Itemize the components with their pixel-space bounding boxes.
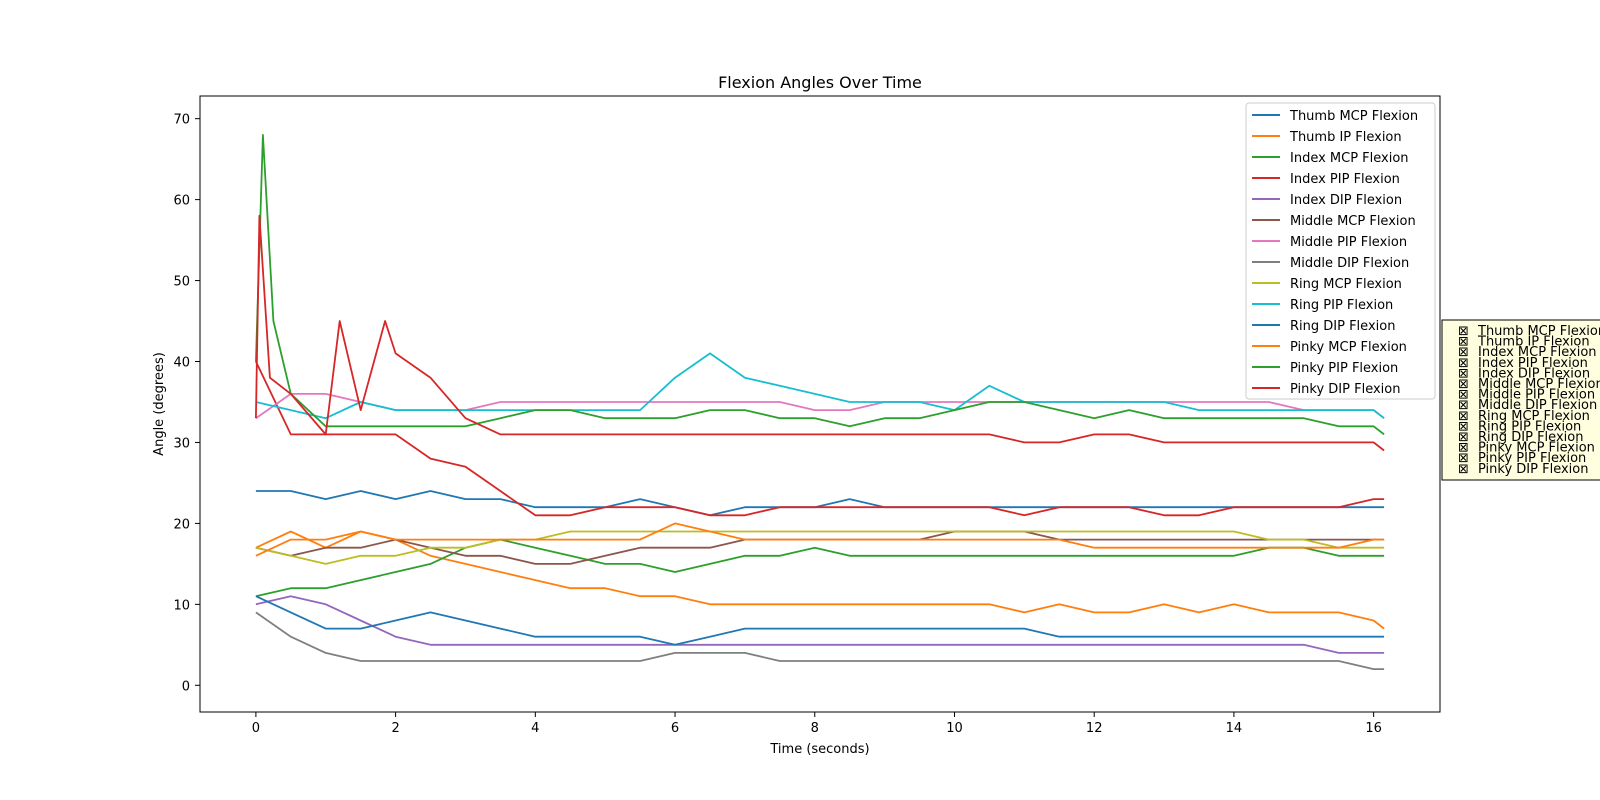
series-line-middle-dip-flexion (255, 611, 1385, 670)
side-item-pinky-dip-flexion: Pinky DIP Flexion (1478, 462, 1588, 477)
y-tick-label: 60 (173, 194, 190, 209)
y-tick-label: 0 (182, 679, 190, 694)
x-tick-label: 12 (1086, 721, 1103, 736)
side-item-index-mcp-flexion: Index MCP Flexion (1478, 345, 1597, 360)
plot-frame (199, 95, 1441, 713)
legend-label-pinky-dip-flexion: Pinky DIP Flexion (1290, 382, 1400, 397)
series-line-index-mcp-flexion (255, 538, 1385, 598)
legend-label-ring-dip-flexion: Ring DIP Flexion (1290, 319, 1395, 334)
series-line-ring-pip-flexion (255, 352, 1385, 420)
side-marker-icon: ⊠ (1458, 451, 1469, 466)
series-line-thumb-mcp-flexion (255, 490, 1385, 517)
side-marker-icon: ⊠ (1458, 356, 1469, 371)
y-tick-label: 40 (173, 356, 190, 371)
legend-label-ring-mcp-flexion: Ring MCP Flexion (1290, 277, 1402, 292)
series-line-ring-dip-flexion (255, 595, 1385, 646)
legend-label-pinky-pip-flexion: Pinky PIP Flexion (1290, 361, 1398, 376)
side-marker-icon: ⊠ (1458, 377, 1469, 392)
side-marker-icon: ⊠ (1458, 441, 1469, 456)
side-item-pinky-pip-flexion: Pinky PIP Flexion (1478, 451, 1586, 466)
side-item-thumb-ip-flexion: Thumb IP Flexion (1477, 335, 1590, 350)
series-line-thumb-ip-flexion (255, 530, 1385, 630)
side-item-ring-dip-flexion: Ring DIP Flexion (1478, 430, 1583, 445)
legend-label-pinky-mcp-flexion: Pinky MCP Flexion (1290, 340, 1407, 355)
x-tick-label: 0 (252, 721, 260, 736)
x-tick-label: 8 (811, 721, 819, 736)
y-axis: 0 10 20 30 40 50 60 70 (173, 113, 200, 694)
y-tick-label: 20 (173, 517, 190, 532)
x-axis-title: Time (seconds) (769, 742, 869, 757)
x-tick-label: 10 (946, 721, 963, 736)
legend-label-middle-pip-flexion: Middle PIP Flexion (1290, 235, 1407, 250)
series-line-pinky-dip-flexion (255, 214, 1385, 452)
legend-box (1245, 102, 1436, 400)
series-line-index-pip-flexion (255, 361, 1385, 517)
y-tick-label: 70 (173, 113, 190, 128)
legend: Thumb MCP Flexion Thumb IP Flexion Index M… (1245, 102, 1436, 400)
x-tick-label: 4 (531, 721, 539, 736)
side-panel-background (1441, 319, 1600, 481)
side-marker-icon: ⊠ (1458, 366, 1469, 381)
side-item-ring-mcp-flexion: Ring MCP Flexion (1478, 409, 1590, 424)
side-marker-icon: ⊠ (1458, 345, 1469, 360)
x-tick-label: 6 (671, 721, 679, 736)
side-item-index-dip-flexion: Index DIP Flexion (1478, 366, 1590, 381)
y-axis-title: Angle (degrees) (152, 352, 167, 456)
legend-label-index-mcp-flexion: Index MCP Flexion (1290, 151, 1409, 166)
side-item-index-pip-flexion: Index PIP Flexion (1478, 356, 1588, 371)
side-marker-icon: ⊠ (1458, 388, 1469, 403)
x-tick-label: 16 (1365, 721, 1382, 736)
legend-label-index-dip-flexion: Index DIP Flexion (1290, 193, 1402, 208)
x-axis: 0 2 4 6 8 10 12 14 16 (252, 712, 1382, 736)
series-line-pinky-mcp-flexion (255, 522, 1385, 557)
side-item-middle-dip-flexion: Middle DIP Flexion (1478, 398, 1597, 413)
side-marker-icon: ⊠ (1458, 324, 1469, 339)
y-tick-label: 10 (173, 598, 190, 613)
legend-label-ring-pip-flexion: Ring PIP Flexion (1290, 298, 1393, 313)
side-item-pinky-mcp-flexion: Pinky MCP Flexion (1478, 441, 1595, 456)
x-tick-label: 14 (1226, 721, 1243, 736)
side-item-thumb-mcp-flexion: Thumb MCP Flexion (1477, 324, 1600, 339)
legend-label-thumb-mcp-flexion: Thumb MCP Flexion (1289, 109, 1418, 124)
side-marker-icon: ⊠ (1458, 419, 1469, 434)
legend-label-index-pip-flexion: Index PIP Flexion (1290, 172, 1400, 187)
side-marker-icon: ⊠ (1458, 430, 1469, 445)
legend-label-thumb-ip-flexion: Thumb IP Flexion (1289, 130, 1402, 145)
y-tick-label: 50 (173, 275, 190, 290)
x-tick-label: 2 (391, 721, 399, 736)
y-tick-label: 30 (173, 436, 190, 451)
side-marker-icon: ⊠ (1458, 398, 1469, 413)
plot-lines (255, 133, 1385, 670)
series-line-pinky-pip-flexion (255, 133, 1385, 436)
side-item-ring-pip-flexion: Ring PIP Flexion (1478, 419, 1581, 434)
legend-label-middle-dip-flexion: Middle DIP Flexion (1290, 256, 1409, 271)
side-marker-icon: ⊠ (1458, 409, 1469, 424)
chart-title: Flexion Angles Over Time (718, 73, 922, 92)
side-item-middle-mcp-flexion: Middle MCP Flexion (1478, 377, 1600, 392)
side-item-middle-pip-flexion: Middle PIP Flexion (1478, 388, 1595, 403)
side-marker-icon: ⊠ (1458, 462, 1469, 477)
legend-label-middle-mcp-flexion: Middle MCP Flexion (1290, 214, 1416, 229)
series-line-ring-mcp-flexion (255, 530, 1385, 565)
side-legend-panel: ⊠ Thumb MCP Flexion ⊠ Thumb IP Flexion ⊠ Inde… (1441, 319, 1600, 481)
side-marker-icon: ⊠ (1458, 335, 1469, 350)
series-line-index-dip-flexion (255, 595, 1385, 654)
